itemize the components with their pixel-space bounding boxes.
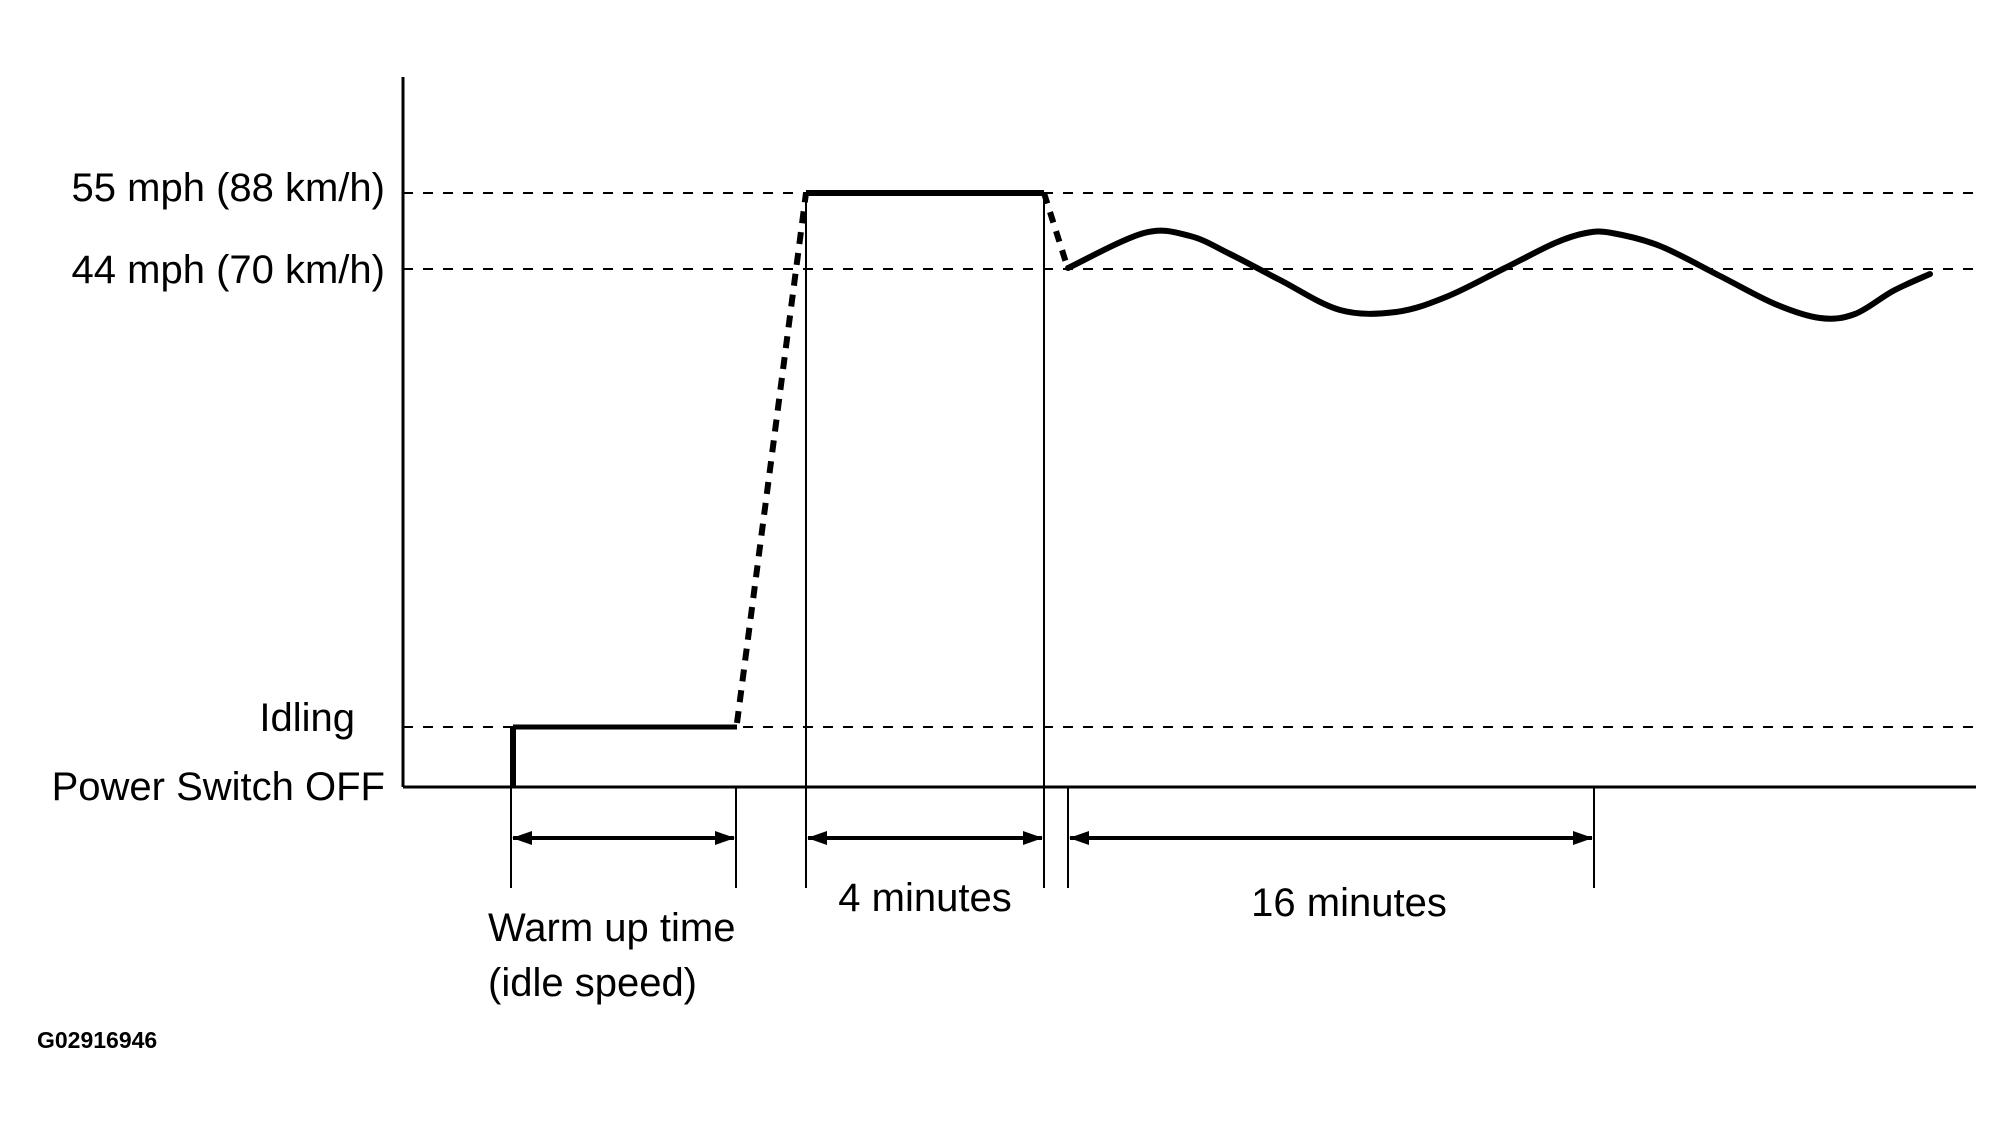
label-idle-speed: (idle speed) bbox=[488, 961, 697, 1005]
label-55mph: 55 mph (88 km/h) bbox=[72, 166, 385, 210]
label-warmup-time: Warm up time bbox=[488, 906, 735, 950]
label-idling: Idling bbox=[259, 696, 355, 740]
figure-code: G02916946 bbox=[37, 1027, 157, 1053]
label-44mph: 44 mph (70 km/h) bbox=[72, 248, 385, 292]
speed-fluctuation-wave bbox=[1065, 227, 1933, 322]
label-sixteen-minutes: 16 minutes bbox=[1251, 881, 1447, 925]
acceleration-ramp bbox=[734, 192, 809, 724]
deceleration-ramp bbox=[1041, 192, 1071, 270]
label-four-minutes: 4 minutes bbox=[838, 876, 1011, 920]
label-power-switch-off: Power Switch OFF bbox=[52, 765, 385, 809]
